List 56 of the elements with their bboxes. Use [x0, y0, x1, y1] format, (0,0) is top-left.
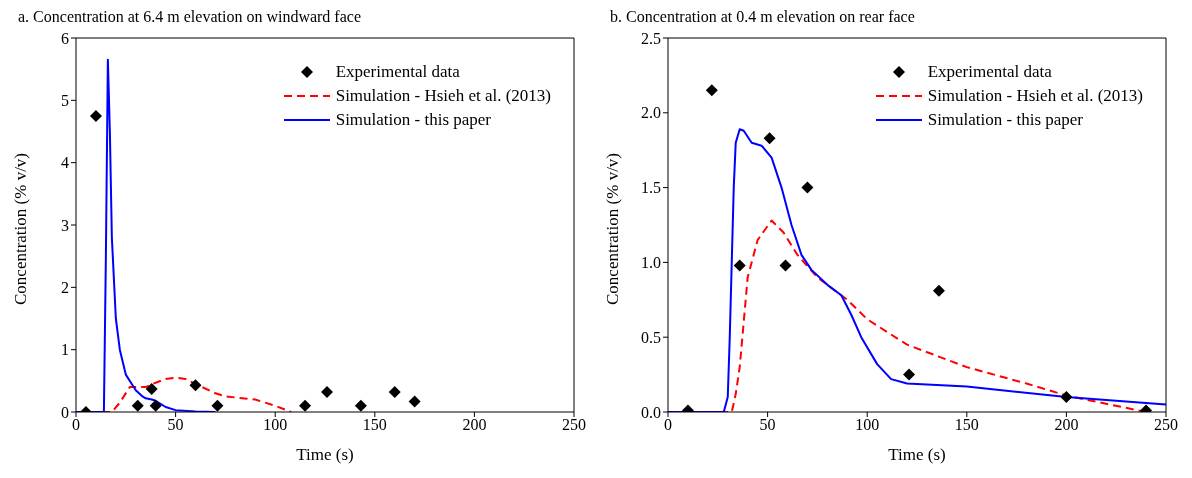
y-tick-label: 0 [61, 403, 69, 421]
y-tick-label: 1 [61, 341, 69, 359]
point [131, 399, 144, 412]
y-tick-label: 0.5 [641, 328, 661, 346]
x-tick-label: 200 [1054, 416, 1079, 434]
x-tick-label: 150 [362, 416, 387, 434]
x-axis-title: Time (s) [888, 445, 946, 464]
y-tick-label: 1.5 [641, 179, 661, 197]
y-tick-label: 5 [61, 92, 69, 110]
point [903, 368, 916, 381]
x-tick-label: 0 [664, 416, 672, 434]
point [89, 109, 102, 122]
legend-label: Experimental data [335, 61, 460, 83]
chart-title: b. Concentration at 0.4 m elevation on rear face [610, 8, 916, 27]
point [354, 399, 367, 412]
point [388, 386, 401, 399]
legend-label: Simulation - this paper [335, 109, 492, 131]
point [733, 259, 746, 272]
x-tick-label: 0 [72, 416, 80, 434]
y-tick-label: 2.0 [641, 104, 661, 122]
y-tick-label: 6 [61, 29, 69, 47]
point [408, 395, 421, 408]
point [801, 181, 814, 194]
legend-label: Experimental data [927, 61, 1052, 83]
x-tick-label: 50 [759, 416, 776, 434]
y-axis-title: Concentration (% v/v) [603, 152, 623, 305]
x-tick-label: 100 [855, 416, 880, 434]
point [705, 84, 718, 97]
y-tick-label: 1.0 [641, 254, 661, 272]
x-tick-label: 250 [562, 416, 586, 434]
y-tick-label: 4 [61, 154, 69, 172]
x-tick-label: 200 [462, 416, 487, 434]
point [932, 284, 945, 297]
y-tick-label: 2 [61, 279, 69, 297]
x-tick-label: 50 [167, 416, 184, 434]
point [320, 386, 333, 399]
x-tick-label: 250 [1154, 416, 1178, 434]
point [1060, 391, 1073, 404]
point [149, 399, 162, 412]
point [763, 132, 776, 145]
x-tick-label: 100 [263, 416, 288, 434]
point [299, 399, 312, 412]
x-axis-title: Time (s) [296, 445, 354, 464]
point [189, 379, 202, 392]
legend-label: Simulation - this paper [927, 109, 1084, 131]
chart-title: a. Concentration at 6.4 m elevation on windward face [18, 8, 362, 27]
y-axis-title: Concentration (% v/v) [11, 152, 31, 305]
point [145, 382, 158, 395]
legend-label: Simulation - Hsieh et al. (2013) [335, 85, 551, 107]
point [779, 259, 792, 272]
legend-label: Simulation - Hsieh et al. (2013) [927, 85, 1143, 107]
y-tick-label: 0.0 [641, 403, 661, 421]
x-tick-label: 150 [954, 416, 979, 434]
y-tick-label: 3 [61, 216, 69, 234]
point [211, 399, 224, 412]
y-tick-label: 2.5 [641, 29, 661, 47]
